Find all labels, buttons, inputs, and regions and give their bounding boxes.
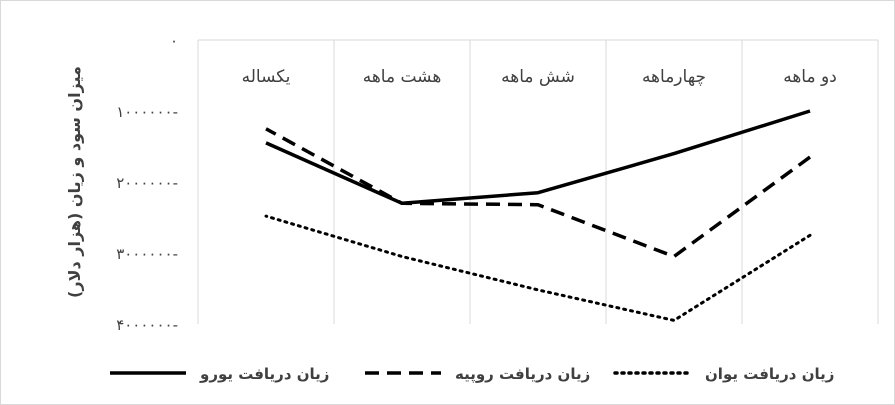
x-tick-label: هشت ماهه xyxy=(363,67,442,87)
y-tick-label: ۴۰۰۰۰۰۰- xyxy=(116,316,178,334)
y-axis-title: میزان سود و زیان (هزار دلار) xyxy=(65,66,84,298)
x-tick-label: چهارماهه xyxy=(642,67,706,87)
legend-label-3: زیان دریافت یوان xyxy=(705,365,834,383)
series-line-2 xyxy=(265,127,812,259)
x-tick-label: یکساله xyxy=(242,67,291,87)
legend-label-1: زیان دریافت یورو xyxy=(199,365,329,383)
y-tick-label: ۲۰۰۰۰۰۰- xyxy=(116,174,178,192)
x-tick-label: شش ماهه xyxy=(501,67,575,87)
x-tick-label: دو ماهه xyxy=(783,67,837,87)
y-tick-label: ۱۰۰۰۰۰۰- xyxy=(116,103,178,121)
y-tick-label: ۳۰۰۰۰۰۰- xyxy=(116,245,178,263)
legend-label-2: زیان دریافت روپیه xyxy=(455,365,590,384)
series-line-3 xyxy=(264,214,812,322)
y-tick-label: ۰ xyxy=(170,32,178,50)
series-line-1 xyxy=(265,109,811,206)
